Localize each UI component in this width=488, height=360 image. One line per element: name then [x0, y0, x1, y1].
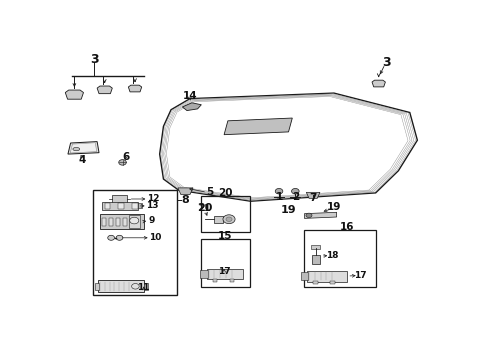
- Text: 20: 20: [197, 203, 212, 213]
- Text: 16: 16: [339, 222, 354, 232]
- Polygon shape: [70, 143, 97, 153]
- Bar: [109, 218, 113, 226]
- Text: 4: 4: [78, 155, 85, 165]
- Polygon shape: [224, 118, 292, 135]
- Bar: [93, 190, 176, 296]
- Bar: [312, 281, 317, 284]
- Text: 3: 3: [381, 56, 390, 69]
- Text: 19: 19: [326, 202, 341, 212]
- Polygon shape: [178, 188, 193, 194]
- Bar: [311, 255, 319, 264]
- Text: 9: 9: [148, 216, 154, 225]
- Text: 10: 10: [149, 233, 161, 242]
- Bar: [206, 269, 243, 279]
- Text: 5: 5: [206, 187, 213, 197]
- Polygon shape: [65, 90, 83, 99]
- Polygon shape: [304, 212, 336, 219]
- Polygon shape: [371, 80, 385, 87]
- Bar: [118, 203, 124, 209]
- Bar: [311, 245, 320, 249]
- Bar: [200, 270, 207, 278]
- Polygon shape: [128, 85, 142, 92]
- Text: 17: 17: [217, 267, 230, 276]
- Bar: [329, 281, 334, 284]
- Text: 6: 6: [122, 152, 129, 162]
- Bar: [102, 202, 138, 210]
- Circle shape: [129, 217, 139, 224]
- Bar: [128, 215, 140, 228]
- Text: 15: 15: [218, 231, 232, 241]
- Bar: [303, 230, 375, 287]
- Bar: [144, 283, 148, 290]
- Circle shape: [291, 188, 299, 194]
- Bar: [300, 272, 307, 280]
- Polygon shape: [68, 141, 99, 154]
- Text: 12: 12: [146, 194, 159, 203]
- Polygon shape: [97, 86, 112, 94]
- Circle shape: [223, 215, 235, 224]
- Circle shape: [275, 188, 282, 194]
- Circle shape: [305, 213, 311, 217]
- Bar: [132, 203, 138, 209]
- Bar: [122, 218, 126, 226]
- Text: 21: 21: [198, 204, 210, 213]
- Bar: [229, 279, 234, 282]
- Bar: [138, 203, 142, 208]
- Text: 13: 13: [145, 201, 158, 210]
- Bar: [200, 239, 249, 287]
- Bar: [98, 280, 143, 292]
- Circle shape: [225, 217, 232, 221]
- Bar: [213, 216, 223, 222]
- Bar: [95, 283, 99, 290]
- Bar: [200, 196, 249, 232]
- Text: 1: 1: [275, 192, 282, 202]
- Bar: [104, 203, 110, 209]
- Polygon shape: [182, 103, 201, 111]
- Polygon shape: [305, 192, 319, 198]
- Text: 18: 18: [325, 251, 338, 260]
- Circle shape: [107, 235, 114, 240]
- Text: 19: 19: [280, 205, 296, 215]
- Text: 7: 7: [309, 193, 316, 203]
- Text: 11: 11: [137, 283, 150, 292]
- Circle shape: [131, 284, 139, 289]
- Bar: [102, 218, 105, 226]
- Text: 17: 17: [353, 271, 366, 280]
- Bar: [307, 270, 346, 282]
- Text: 2: 2: [291, 192, 298, 202]
- Bar: [112, 195, 127, 203]
- Circle shape: [116, 235, 122, 240]
- Bar: [116, 218, 120, 226]
- Bar: [100, 214, 143, 229]
- Circle shape: [119, 159, 126, 165]
- Text: 3: 3: [90, 53, 99, 66]
- Bar: [212, 279, 217, 282]
- Text: 8: 8: [181, 195, 189, 205]
- Text: 20: 20: [218, 188, 232, 198]
- Ellipse shape: [73, 148, 80, 151]
- Text: 14: 14: [183, 91, 197, 101]
